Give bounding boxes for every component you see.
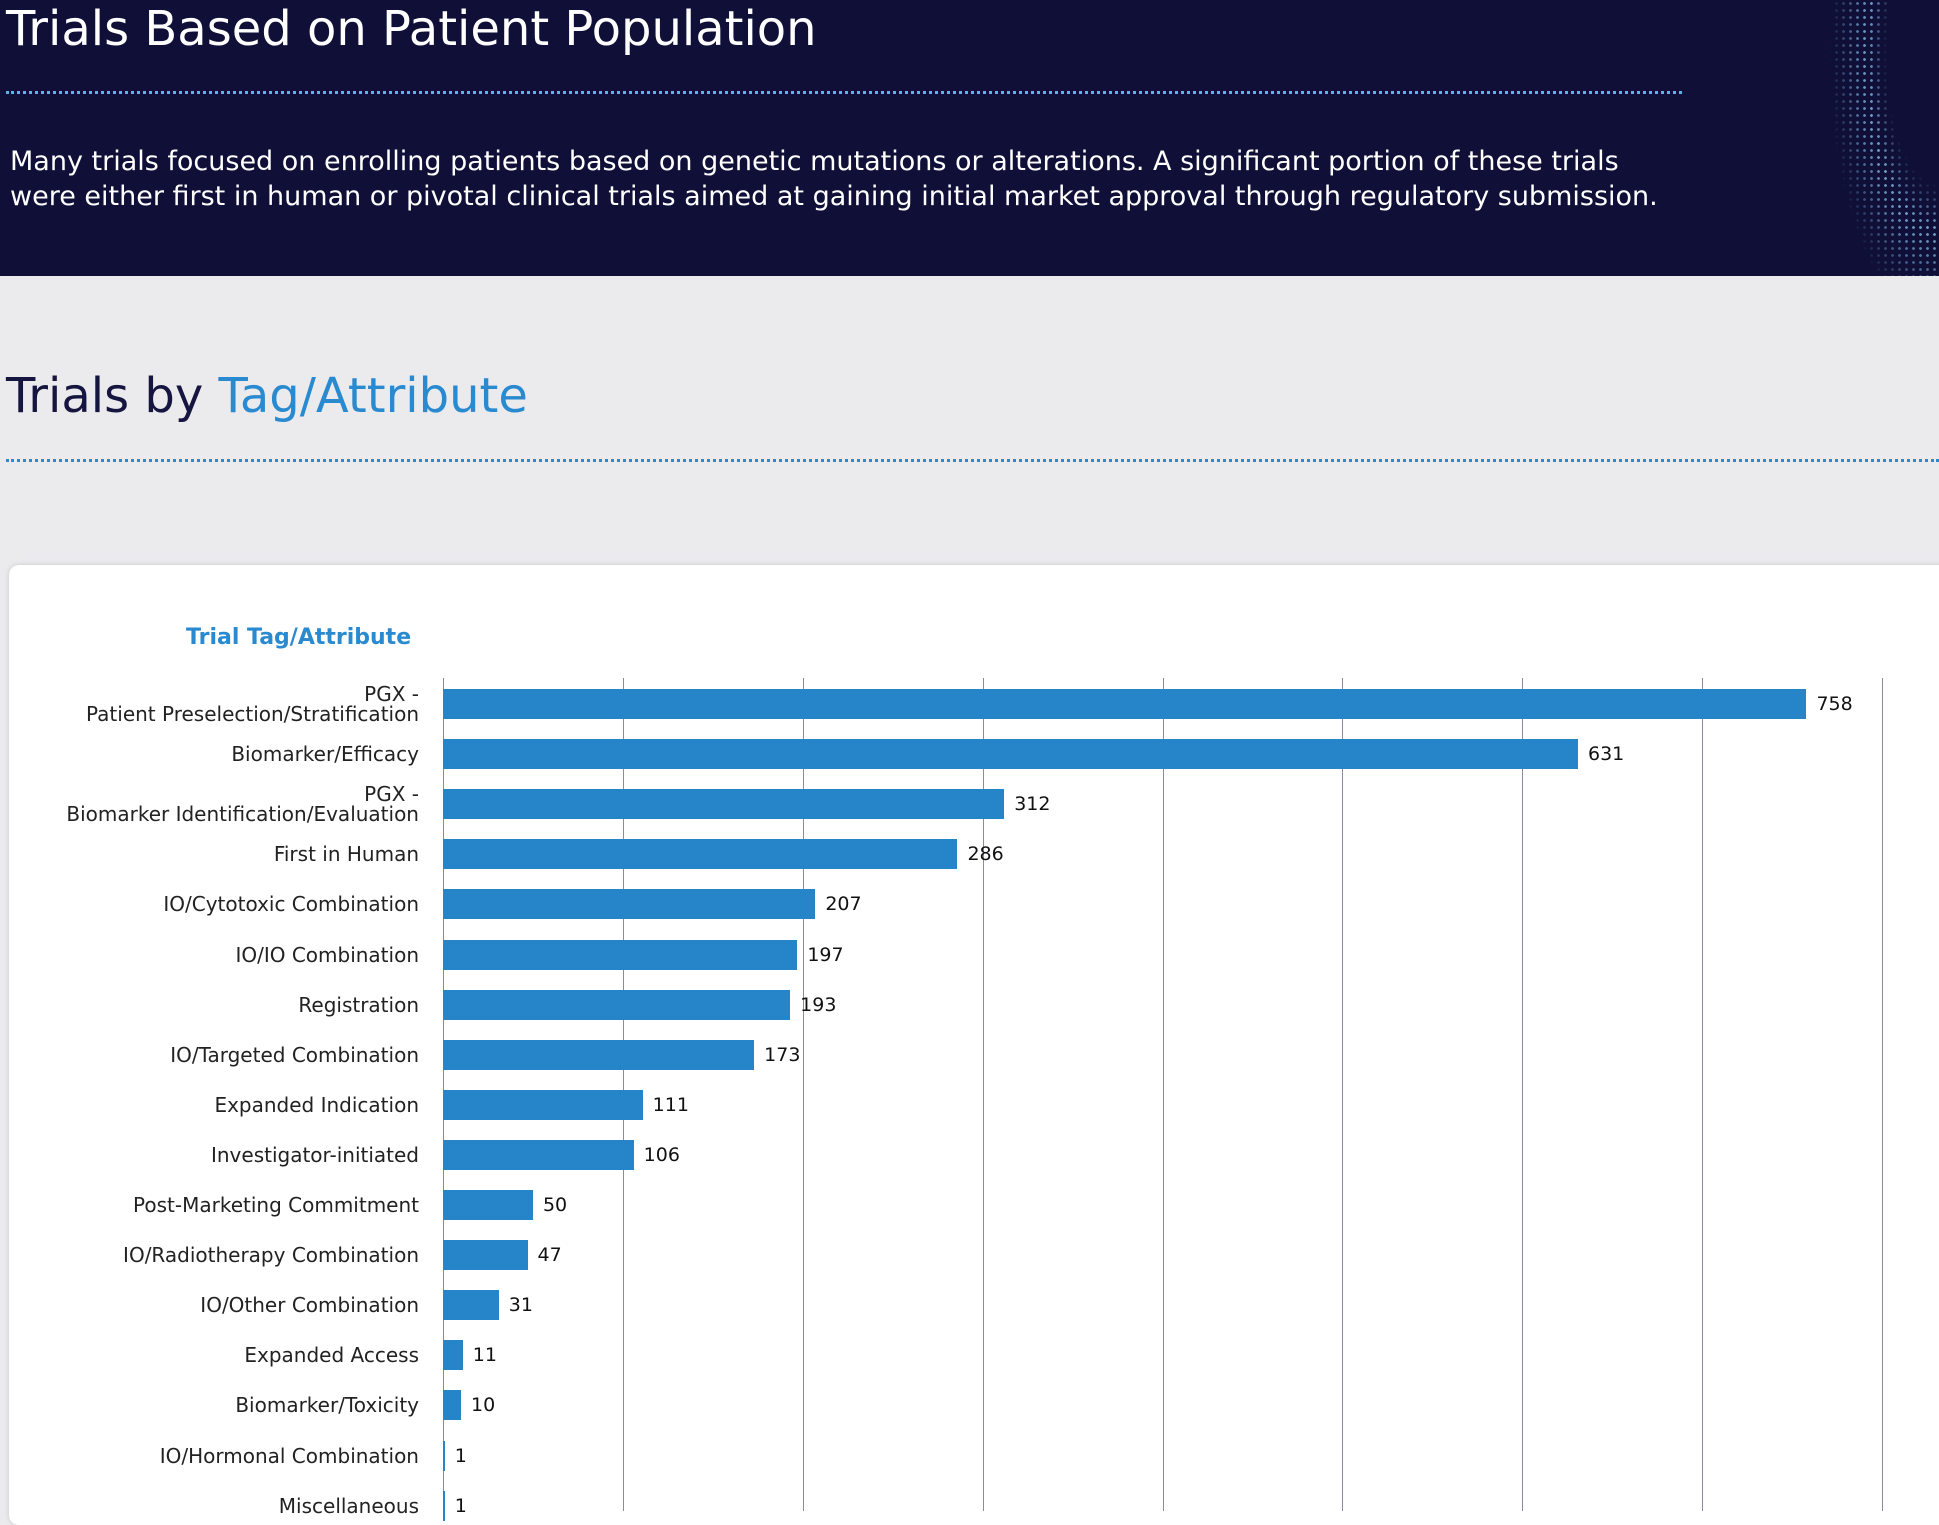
data-label: 286	[967, 843, 1004, 866]
data-label: 758	[1816, 693, 1853, 715]
data-label: 207	[825, 893, 862, 916]
data-label: 193	[800, 993, 837, 1016]
bar	[443, 1390, 461, 1421]
data-label: 312	[1014, 793, 1051, 816]
y-tick-label: IO/Radiotherapy Combination	[123, 1243, 419, 1268]
chart-card	[9, 565, 1939, 1525]
y-tick-label: IO/IO Combination	[235, 942, 419, 967]
data-label: 11	[472, 1344, 497, 1367]
bar	[443, 939, 798, 970]
y-tick-label: IO/Targeted Combination	[170, 1042, 419, 1067]
data-label: 31	[508, 1294, 533, 1317]
header-title: Trials Based on Patient Population	[6, 1, 817, 57]
data-label: 1	[454, 1444, 467, 1467]
y-tick-label: PGX - Biomarker Identification/Evaluatio…	[66, 782, 419, 827]
y-tick-label: Biomarker/Efficacy	[231, 742, 419, 767]
y-tick-label: IO/Hormonal Combination	[159, 1443, 419, 1468]
bar	[443, 689, 1807, 719]
grid-line	[982, 678, 984, 1511]
divider	[6, 91, 1682, 94]
grid-line	[1702, 678, 1704, 1511]
y-tick-label: Post-Marketing Commitment	[133, 1193, 419, 1217]
data-label: 631	[1588, 743, 1625, 766]
bar	[443, 1490, 445, 1521]
bar	[443, 1039, 755, 1070]
bar	[443, 889, 816, 920]
y-tick-label: IO/Other Combination	[200, 1293, 419, 1318]
header-text: Many trials focused on enrolling patient…	[10, 146, 1658, 212]
grid-line	[1342, 678, 1344, 1511]
bar	[443, 1340, 463, 1371]
grid-line	[1162, 678, 1164, 1511]
grid-line	[1522, 678, 1524, 1511]
y-tick-label: Registration	[298, 992, 419, 1017]
y-tick-label: Biomarker/Toxicity	[235, 1393, 419, 1418]
y-tick-label: First in Human	[273, 842, 419, 867]
data-label: 47	[537, 1244, 562, 1267]
bar	[443, 789, 1005, 820]
y-tick-label: Expanded Indication	[214, 1092, 419, 1117]
section-title: Trials by Tag/Attribute	[6, 366, 528, 426]
header: Trials Based on Patient Population Many …	[0, 0, 1939, 276]
bar	[443, 839, 958, 870]
chart-title: Trial Tag/Attribute	[186, 625, 412, 650]
grid-line	[802, 678, 804, 1511]
y-tick-label: Expanded Access	[244, 1343, 419, 1368]
data-label: 50	[542, 1194, 568, 1216]
data-label: 10	[470, 1394, 496, 1417]
bar	[443, 1139, 634, 1170]
title-prefix: Trials by	[6, 368, 204, 424]
bar	[443, 1190, 533, 1220]
data-label: 111	[652, 1093, 689, 1116]
divider	[6, 459, 1939, 462]
data-label: 106	[643, 1143, 680, 1166]
y-tick-label: PGX - Patient Preselection/Stratificatio…	[86, 682, 419, 726]
title-highlight: Tag/Attribute	[218, 368, 528, 424]
bar	[443, 1440, 445, 1471]
data-label: 173	[764, 1043, 801, 1066]
y-tick-label: Investigator-initiated	[210, 1142, 419, 1167]
bar	[443, 1240, 528, 1271]
decoration	[1679, 0, 1939, 276]
grid-line	[1882, 678, 1883, 1511]
y-tick-label: IO/Cytotoxic Combination	[163, 892, 419, 917]
data-label: 1	[454, 1494, 467, 1517]
bar	[443, 739, 1578, 770]
bar	[443, 1290, 499, 1321]
y-tick-label: Miscellaneous	[278, 1493, 419, 1518]
bar	[443, 989, 791, 1020]
data-label: 197	[807, 943, 844, 966]
bar	[443, 1089, 643, 1120]
